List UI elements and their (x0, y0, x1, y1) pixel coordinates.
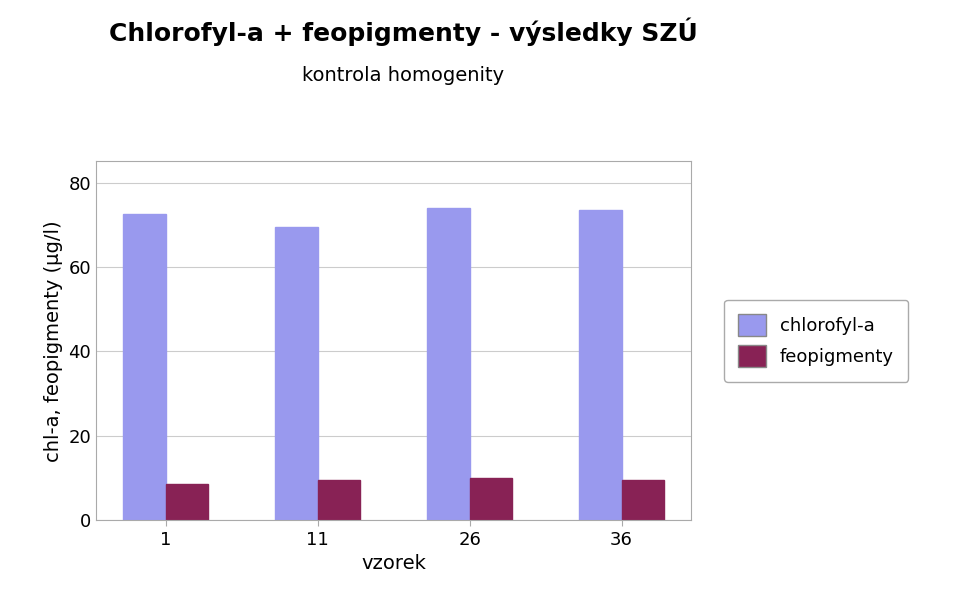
Bar (427, 208, 469, 520)
Bar (276, 227, 318, 520)
Text: kontrola homogenity: kontrola homogenity (302, 66, 504, 85)
Legend: chlorofyl-a, feopigmenty: chlorofyl-a, feopigmenty (724, 300, 908, 382)
Text: Chlorofyl-a + feopigmenty - výsledky SZÚ: Chlorofyl-a + feopigmenty - výsledky SZÚ (108, 18, 698, 47)
Bar (123, 214, 166, 520)
Bar (318, 480, 360, 520)
Bar (166, 484, 208, 520)
X-axis label: vzorek: vzorek (361, 554, 426, 573)
Bar (469, 478, 512, 520)
Bar (621, 480, 664, 520)
Y-axis label: chl-a, feopigmenty (μg/l): chl-a, feopigmenty (μg/l) (44, 220, 62, 462)
Bar (579, 210, 621, 520)
